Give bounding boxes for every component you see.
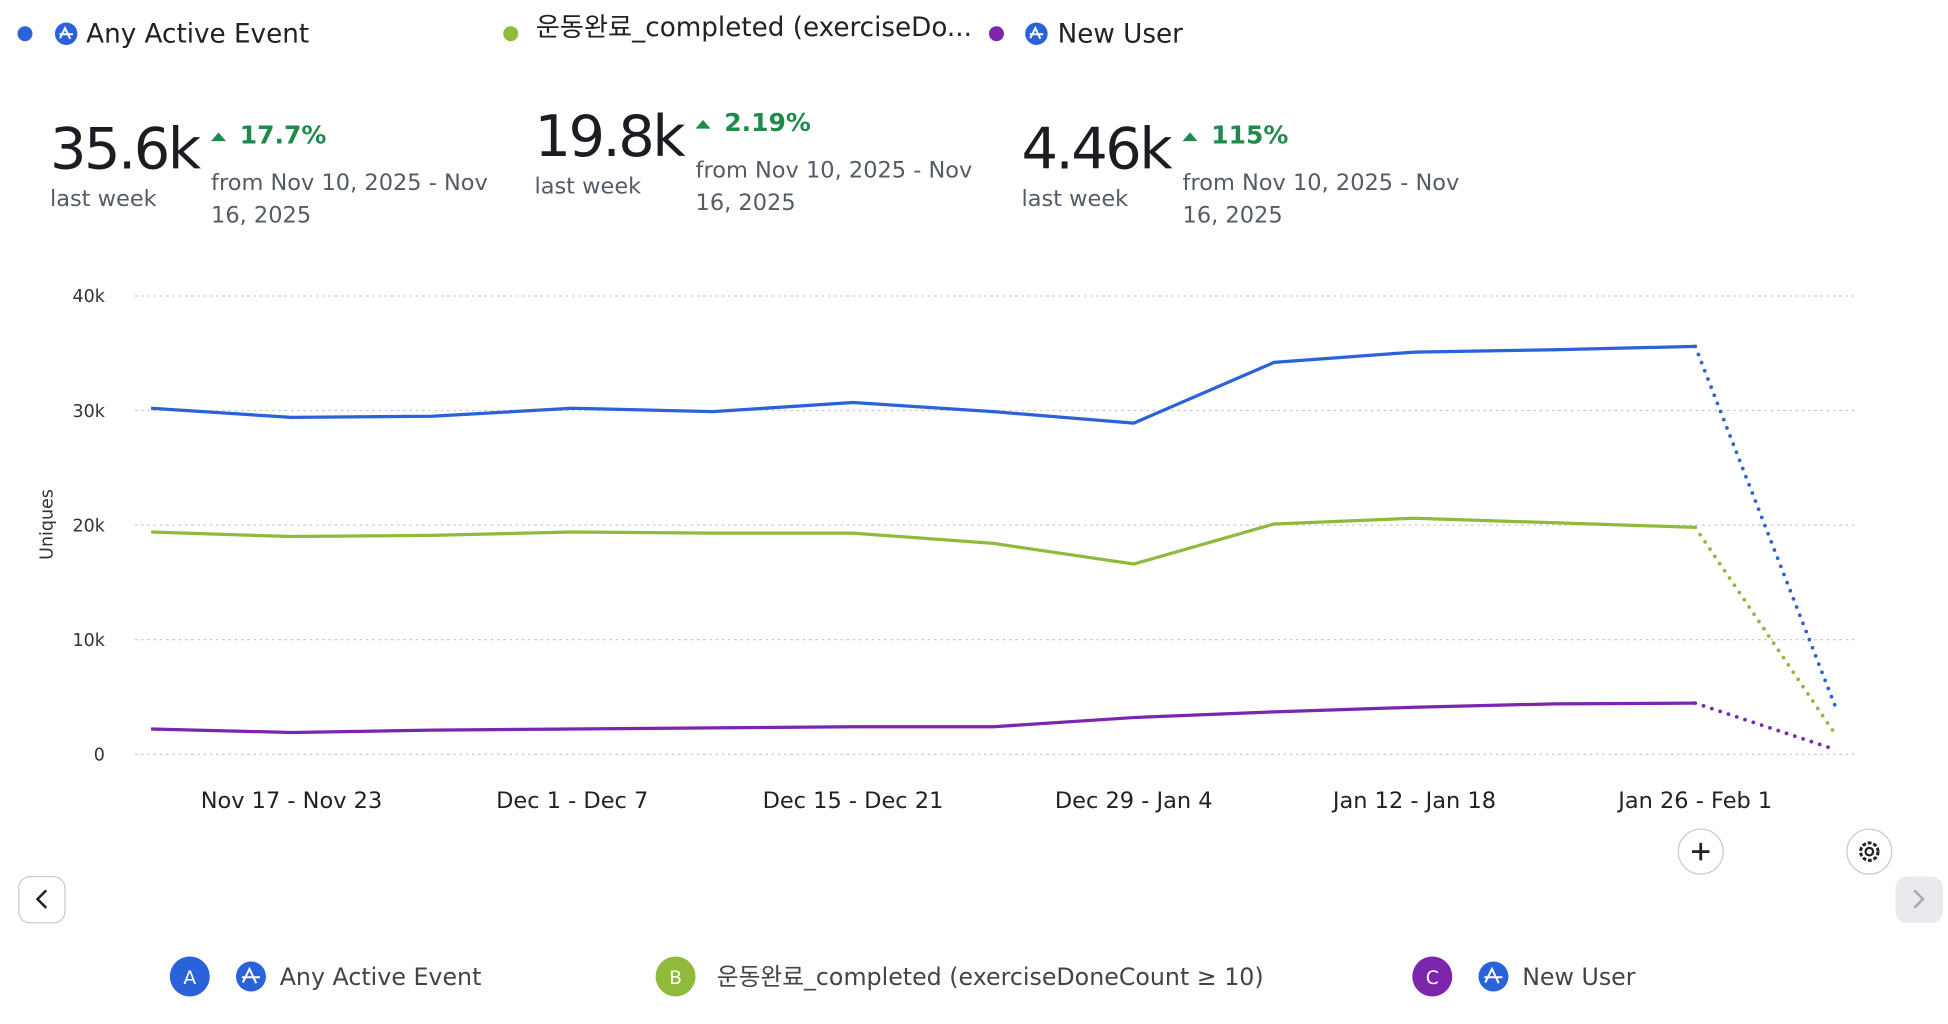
event-icon-glyph	[1029, 25, 1044, 40]
y-tick-label: 40k	[73, 287, 106, 307]
legend-label: Any Active Event	[280, 963, 482, 991]
summary-comparison: from Nov 10, 2025 - Nov 16, 2025	[211, 169, 488, 229]
summary-comparison: from Nov 10, 2025 - Nov 16, 2025	[695, 157, 973, 217]
incomplete-line	[1693, 344, 1838, 710]
summary-value: 4.46k	[1021, 114, 1172, 183]
prev-button[interactable]	[18, 875, 66, 924]
summary-change: 2.19%	[724, 107, 811, 138]
incomplete-line	[1693, 525, 1838, 737]
legend-letter: C	[1426, 968, 1439, 989]
y-tick-label: 30k	[73, 402, 106, 422]
legend-label: New User	[1522, 963, 1636, 991]
legend-dot	[988, 26, 1004, 42]
event-icon-glyph	[241, 966, 260, 984]
summary-period: last week	[534, 173, 642, 200]
series-line	[150, 344, 1696, 425]
summary-change: 17.7%	[239, 119, 327, 150]
change-arrow	[1182, 132, 1198, 142]
y-axis-label: Uniques	[37, 489, 57, 560]
x-tick-label: Dec 29 - Jan 4	[1055, 788, 1213, 814]
legend-badge	[1412, 956, 1453, 997]
x-tick-label: Dec 1 - Dec 7	[496, 788, 648, 814]
series-line	[151, 516, 1696, 566]
legend-label: 운동완료_completed (exerciseDoneCount ≥ 10)	[717, 963, 1264, 991]
legend-dot	[17, 26, 33, 42]
x-tick-label: Nov 17 - Nov 23	[201, 788, 383, 814]
change-arrow	[211, 132, 227, 142]
y-tick-label: 0	[94, 745, 105, 765]
event-icon-glyph	[1484, 966, 1503, 984]
summary-period: last week	[49, 186, 157, 213]
legend-label: New User	[1058, 19, 1184, 49]
legend-badge	[655, 956, 696, 997]
y-tick-label: 10k	[73, 631, 106, 651]
summary-value: 35.6k	[49, 114, 201, 183]
incomplete-line	[1693, 701, 1838, 752]
event-icon-glyph	[59, 25, 73, 40]
add-button[interactable]	[1677, 828, 1724, 875]
summary-comparison: from Nov 10, 2025 - Nov 16, 2025	[1182, 169, 1460, 229]
legend-letter: A	[183, 968, 196, 989]
series-line	[151, 701, 1696, 735]
legend-label: Any Active Event	[86, 19, 309, 49]
x-tick-label: Jan 12 - Jan 18	[1331, 788, 1496, 814]
legend-label: 운동완료_completed (exerciseDo...	[536, 13, 972, 43]
summary-value: 19.8k	[534, 102, 685, 170]
settings-button[interactable]	[1846, 828, 1893, 875]
legend-dot	[503, 26, 519, 42]
summary-change: 115%	[1211, 119, 1289, 150]
summary-period: last week	[1021, 186, 1129, 213]
y-tick-label: 20k	[73, 516, 106, 536]
x-tick-label: Jan 26 - Feb 1	[1616, 788, 1772, 814]
change-arrow	[695, 119, 711, 129]
x-tick-label: Dec 15 - Dec 21	[763, 788, 944, 814]
legend-letter: B	[669, 968, 682, 989]
next-button[interactable]	[1895, 876, 1944, 923]
legend-badge	[169, 956, 210, 997]
